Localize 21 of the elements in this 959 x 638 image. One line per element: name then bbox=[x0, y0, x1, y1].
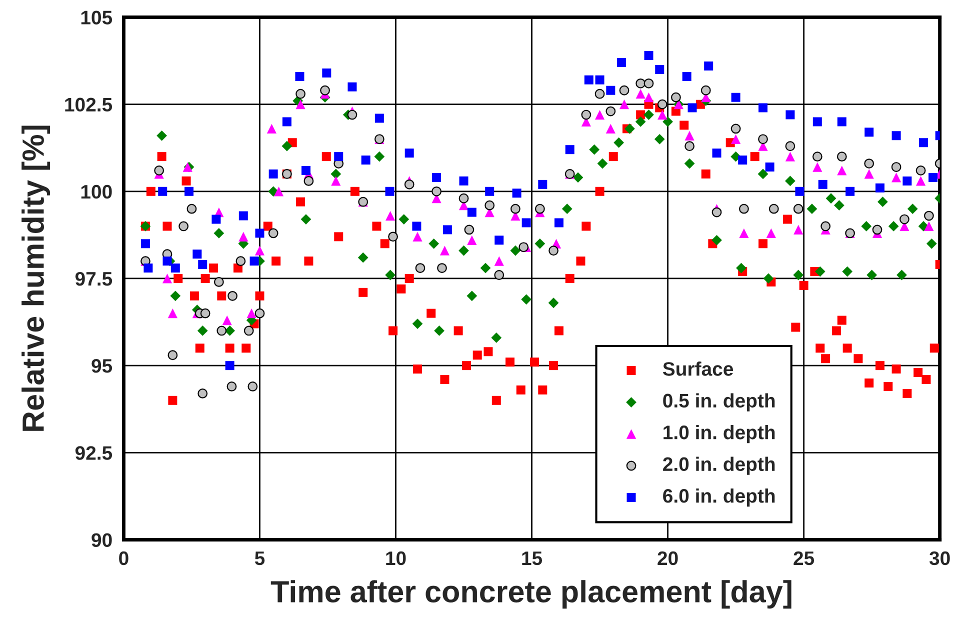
legend-label: 1.0 in. depth bbox=[664, 425, 775, 444]
legend-label: Surface bbox=[662, 362, 734, 376]
y-axis-title: Relative humidity [%] bbox=[22, 126, 50, 431]
y-tick-label: 90 bbox=[92, 533, 112, 547]
y-tick-label: 95 bbox=[92, 359, 112, 373]
x-tick-label: 5 bbox=[254, 552, 265, 566]
y-tick-label: 92.5 bbox=[75, 446, 112, 460]
x-tick-label: 15 bbox=[522, 552, 542, 566]
y-tick-label: 102.5 bbox=[65, 98, 112, 112]
x-axis-title: Time after concrete placement [day] bbox=[270, 580, 792, 609]
x-tick-label: 0 bbox=[119, 551, 128, 566]
legend-label: 6.0 in. depth bbox=[663, 488, 775, 507]
legend-label: 2.0 in. depth bbox=[663, 456, 775, 475]
x-tick-label: 10 bbox=[386, 551, 406, 566]
y-tick-label: 100 bbox=[81, 184, 112, 199]
x-tick-label: 20 bbox=[658, 551, 678, 566]
x-tick-label: 30 bbox=[929, 551, 950, 566]
y-tick-label: 105 bbox=[81, 10, 112, 24]
legend-label: 0.5 in. depth bbox=[663, 393, 775, 412]
x-tick-label: 25 bbox=[794, 551, 814, 566]
y-tick-label: 97.5 bbox=[75, 272, 112, 286]
